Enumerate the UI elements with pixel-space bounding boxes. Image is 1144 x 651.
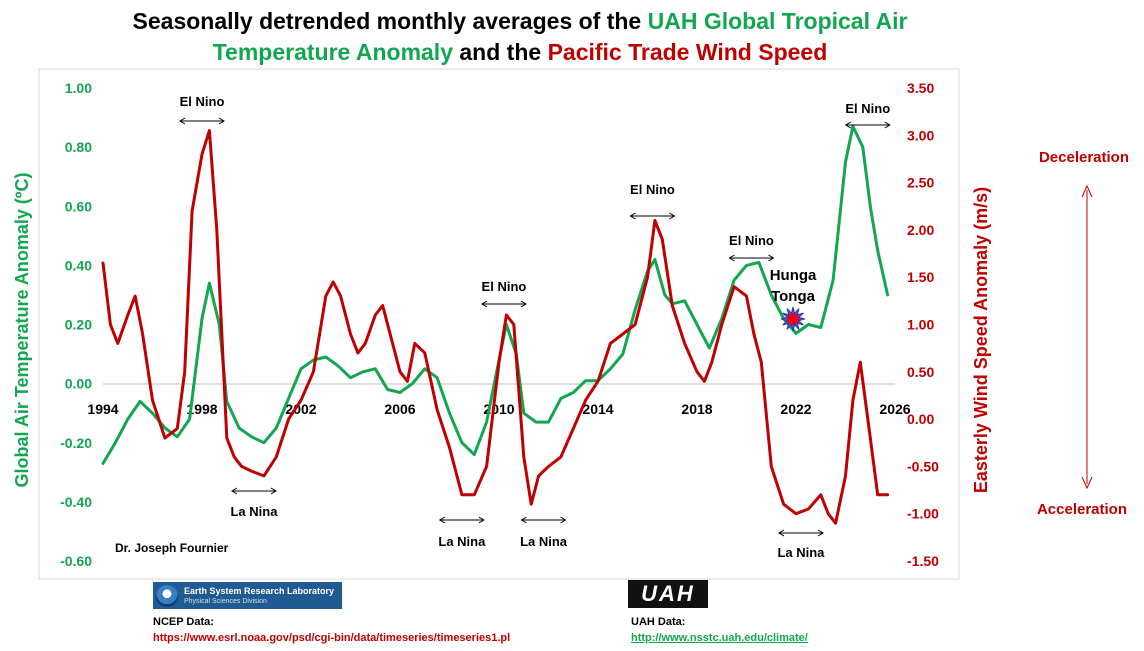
right-tick-label: -1.00 — [907, 506, 939, 522]
ncep-url[interactable]: https://www.esrl.noaa.gov/psd/cgi-bin/da… — [153, 632, 511, 644]
right-tick-label: 3.00 — [907, 127, 934, 143]
title-part4: and the — [453, 39, 548, 65]
la-nina-label: La Nina — [777, 545, 825, 560]
span-arrow — [480, 300, 527, 308]
left-tick-label: 1.00 — [65, 80, 92, 96]
eruption-core-icon — [787, 313, 800, 325]
right-axis-label: Easterly Wind Speed Anomaly (m/s) — [971, 187, 991, 493]
left-axis-label: Global Air Temperature Anomaly (ºC) — [12, 173, 32, 488]
title-part3: Temperature Anomaly — [212, 39, 453, 65]
la-nina-label: La Nina — [438, 534, 486, 549]
x-tick-label: 2026 — [879, 401, 910, 417]
el-nino-label: El Nino — [180, 94, 225, 109]
right-axis-ticks: 3.50 3.00 2.50 2.00 1.50 1.00 0.50 0.00 -0.50 -1.… — [907, 80, 939, 569]
right-tick-label: 2.00 — [907, 222, 934, 238]
span-arrow — [231, 487, 277, 495]
uah-logo: UAH — [628, 580, 708, 608]
el-nino-label: El Nino — [482, 279, 527, 294]
wind-series-line — [101, 129, 890, 525]
left-tick-label: 0.80 — [65, 139, 92, 155]
tonga-label: Tonga — [771, 288, 816, 305]
uah-source: UAH Data: http://www.nsstc.uah.edu/clima… — [631, 614, 808, 646]
x-tick-label: 2018 — [681, 401, 712, 417]
el-nino-label: El Nino — [630, 182, 675, 197]
deceleration-label: Deceleration — [1039, 149, 1129, 166]
span-arrow — [179, 117, 225, 125]
uah-label: UAH Data: — [631, 616, 686, 628]
el-nino-label: El Nino — [729, 233, 774, 248]
ncep-source: NCEP Data: https://www.esrl.noaa.gov/psd… — [153, 614, 510, 646]
left-tick-label: -0.20 — [60, 435, 92, 451]
chart-border — [38, 68, 960, 580]
right-tick-label: -1.50 — [907, 553, 939, 569]
chart-title: Seasonally detrended monthly averages of… — [0, 6, 1040, 68]
series-layer — [101, 124, 890, 525]
x-tick-label: 2014 — [582, 401, 613, 417]
right-tick-label: 2.50 — [907, 175, 934, 191]
esrl-line1: Earth System Research Laboratory — [184, 585, 335, 596]
annotation-layer: El Nino El Nino El Nino El Nino El Nino La Ni… — [179, 94, 891, 560]
x-tick-label: 1998 — [186, 401, 217, 417]
span-arrow — [520, 516, 567, 524]
uah-url[interactable]: http://www.nsstc.uah.edu/climate/ — [631, 632, 808, 644]
la-nina-label: La Nina — [230, 504, 278, 519]
right-tick-label: 0.00 — [907, 411, 934, 427]
author-label: Dr. Joseph Fournier — [115, 541, 229, 555]
arrow-head-up — [1081, 184, 1093, 198]
right-tick-label: 3.50 — [907, 80, 934, 96]
left-axis-ticks: 1.00 0.80 0.60 0.40 0.20 0.00 -0.20 -0.40 -0.60 — [60, 80, 92, 569]
acceleration-label: Acceleration — [1037, 501, 1127, 518]
arrow-head-down — [1081, 476, 1093, 490]
right-tick-label: 0.50 — [907, 364, 934, 380]
span-arrow — [777, 529, 824, 537]
ncep-label: NCEP Data: — [153, 616, 214, 628]
la-nina-label: La Nina — [520, 534, 568, 549]
left-tick-label: 0.40 — [65, 257, 92, 273]
left-tick-label: -0.40 — [60, 494, 92, 510]
right-tick-label: 1.50 — [907, 269, 934, 285]
title-part2: UAH Global Tropical Air — [647, 8, 908, 34]
left-tick-label: -0.60 — [60, 553, 92, 569]
x-axis-ticks: 1994 1998 2002 2006 2010 2014 2018 2022 2026 — [87, 401, 910, 417]
x-tick-label: 1994 — [87, 401, 118, 417]
title-part5: Pacific Trade Wind Speed — [547, 39, 828, 65]
title-part1: Seasonally detrended monthly averages of… — [132, 8, 648, 34]
span-arrow — [438, 516, 485, 524]
right-tick-label: -0.50 — [907, 458, 939, 474]
hunga-label: Hunga — [770, 267, 817, 284]
span-arrow — [629, 212, 676, 220]
span-arrow — [728, 254, 775, 262]
left-tick-label: 0.60 — [65, 198, 92, 214]
left-tick-label: 0.20 — [65, 317, 92, 333]
left-tick-label: 0.00 — [65, 376, 92, 392]
esrl-logo: Earth System Research Laboratory Physica… — [153, 582, 342, 609]
span-arrow — [844, 121, 891, 129]
noaa-seal-icon — [156, 584, 178, 607]
right-tick-label: 1.00 — [907, 317, 934, 333]
esrl-line2: Physical Sciences Division — [184, 597, 267, 605]
x-tick-label: 2022 — [780, 401, 811, 417]
x-tick-label: 2006 — [384, 401, 415, 417]
el-nino-label: El Nino — [845, 101, 890, 116]
